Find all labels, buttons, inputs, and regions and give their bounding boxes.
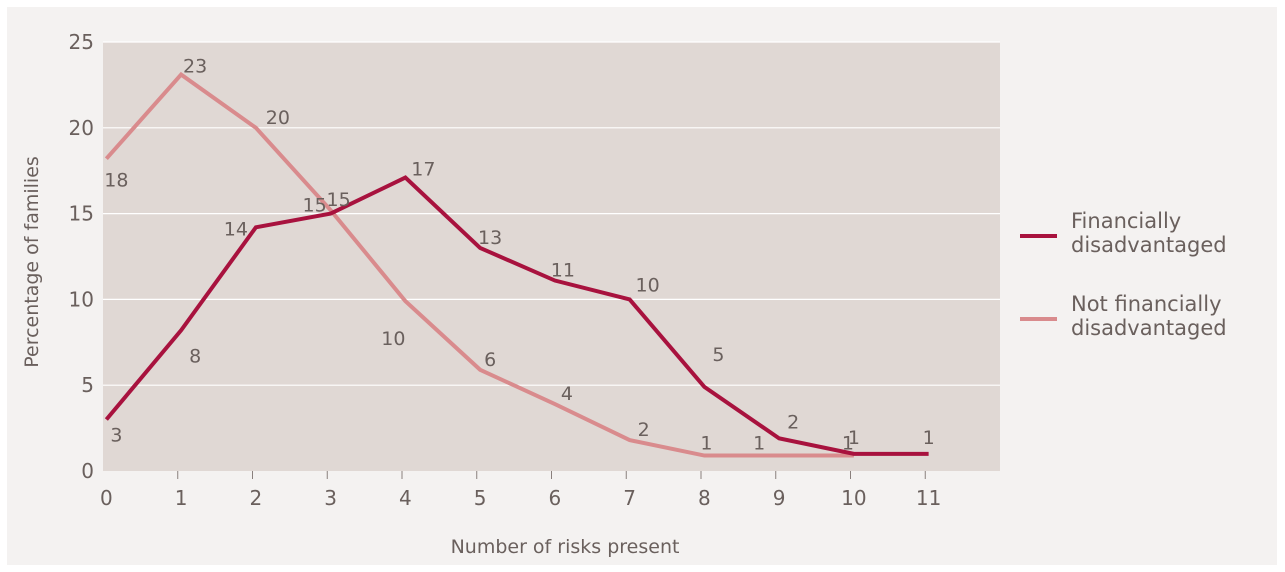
y-axis-title: Percentage of families [21,156,43,368]
data-label-financially-disadvantaged: 3 [110,425,122,447]
data-label-not-financially-disadvantaged: 4 [561,383,573,405]
data-label-not-financially-disadvantaged: 20 [266,107,290,129]
legend-label-not-financially-disadvantaged: Not financially [1071,292,1222,316]
x-tick-label: 0 [100,486,113,510]
data-label-not-financially-disadvantaged: 15 [327,189,351,211]
legend-label-financially-disadvantaged: Financially [1071,209,1181,233]
data-label-financially-disadvantaged: 15 [303,195,327,217]
data-label-not-financially-disadvantaged: 1 [700,433,712,455]
x-tick-label: 2 [250,486,263,510]
data-label-not-financially-disadvantaged: 1 [842,433,854,455]
data-label-not-financially-disadvantaged: 23 [183,56,207,78]
x-tick-label: 4 [399,486,412,510]
data-label-financially-disadvantaged: 8 [189,345,201,367]
data-label-financially-disadvantaged: 1 [848,427,860,449]
plot-area [103,42,1000,471]
x-tick-label: 6 [549,486,562,510]
data-label-not-financially-disadvantaged: 1 [753,433,765,455]
data-label-not-financially-disadvantaged: 18 [104,170,128,192]
data-label-not-financially-disadvantaged: 10 [381,328,405,350]
data-label-financially-disadvantaged: 10 [636,274,660,296]
legend-label-financially-disadvantaged: disadvantaged [1071,233,1227,257]
x-tick-label: 10 [841,486,866,510]
legend-label-not-financially-disadvantaged: disadvantaged [1071,316,1227,340]
series-line-financially-disadvantaged [104,175,929,456]
data-label-financially-disadvantaged: 13 [478,227,502,249]
y-tick-label: 10 [69,287,94,311]
x-tick-label: 5 [474,486,487,510]
x-tick-label: 7 [623,486,636,510]
data-label-financially-disadvantaged: 11 [551,260,575,282]
y-tick-label: 5 [81,373,94,397]
data-label-financially-disadvantaged: 2 [787,411,799,433]
data-label-not-financially-disadvantaged: 6 [484,349,496,371]
data-label-not-financially-disadvantaged: 2 [638,419,650,441]
x-axis-title: Number of risks present [451,536,680,558]
data-label-financially-disadvantaged: 17 [411,159,435,181]
y-tick-label: 0 [81,459,94,483]
data-label-financially-disadvantaged: 1 [923,427,935,449]
y-tick-label: 15 [69,202,94,226]
x-tick-label: 11 [916,486,941,510]
series-line-not-financially-disadvantaged [104,71,854,458]
data-label-financially-disadvantaged: 14 [224,218,248,240]
y-tick-label: 25 [69,30,94,54]
x-tick-label: 3 [324,486,337,510]
x-tick-label: 9 [773,486,786,510]
x-tick-label: 1 [175,486,188,510]
x-tick-label: 8 [698,486,711,510]
y-tick-label: 20 [69,116,94,140]
series-lines [104,71,929,458]
data-label-financially-disadvantaged: 5 [712,344,724,366]
